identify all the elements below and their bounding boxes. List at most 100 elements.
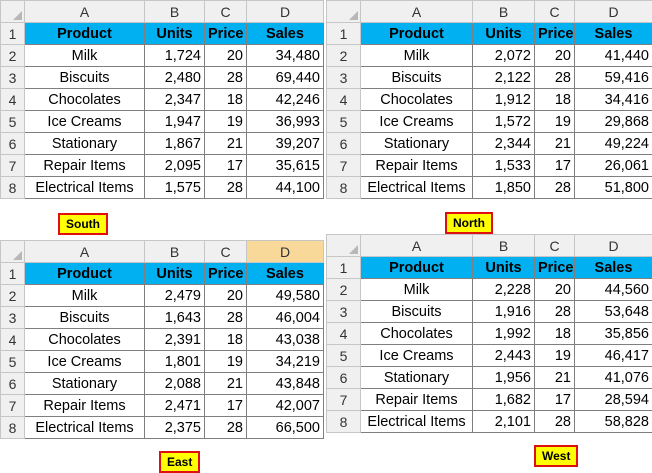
units-cell[interactable]: 1,947 (145, 111, 205, 133)
units-cell[interactable]: 2,391 (145, 329, 205, 351)
sales-cell[interactable]: 42,246 (247, 89, 324, 111)
header-sales[interactable]: Sales (247, 23, 324, 45)
units-cell[interactable]: 2,228 (473, 279, 535, 301)
sales-cell[interactable]: 34,219 (247, 351, 324, 373)
units-cell[interactable]: 1,682 (473, 389, 535, 411)
product-cell[interactable]: Chocolates (361, 89, 473, 111)
price-cell[interactable]: 28 (205, 67, 247, 89)
sales-cell[interactable]: 34,416 (575, 89, 652, 111)
row-header[interactable]: 5 (327, 345, 361, 367)
units-cell[interactable]: 1,724 (145, 45, 205, 67)
sales-cell[interactable]: 58,828 (575, 411, 652, 433)
price-cell[interactable]: 21 (205, 133, 247, 155)
column-header-c[interactable]: C (205, 241, 247, 263)
sales-cell[interactable]: 53,648 (575, 301, 652, 323)
header-sales[interactable]: Sales (247, 263, 324, 285)
sales-cell[interactable]: 34,480 (247, 45, 324, 67)
product-cell[interactable]: Biscuits (361, 301, 473, 323)
units-cell[interactable]: 2,095 (145, 155, 205, 177)
row-header[interactable]: 5 (1, 351, 25, 373)
header-units[interactable]: Units (473, 257, 535, 279)
column-header-b[interactable]: B (145, 241, 205, 263)
sales-cell[interactable]: 41,440 (575, 45, 652, 67)
price-cell[interactable]: 19 (535, 345, 575, 367)
price-cell[interactable]: 17 (205, 155, 247, 177)
price-cell[interactable]: 20 (535, 279, 575, 301)
price-cell[interactable]: 28 (535, 67, 575, 89)
select-all-corner[interactable] (327, 1, 361, 23)
row-header[interactable]: 2 (1, 285, 25, 307)
price-cell[interactable]: 21 (535, 133, 575, 155)
row-header[interactable]: 8 (327, 411, 361, 433)
units-cell[interactable]: 1,801 (145, 351, 205, 373)
units-cell[interactable]: 1,867 (145, 133, 205, 155)
column-header-a[interactable]: A (361, 1, 473, 23)
sales-cell[interactable]: 35,615 (247, 155, 324, 177)
row-header[interactable]: 6 (1, 373, 25, 395)
row-header[interactable]: 7 (327, 389, 361, 411)
price-cell[interactable]: 18 (205, 329, 247, 351)
sales-cell[interactable]: 44,560 (575, 279, 652, 301)
product-cell[interactable]: Chocolates (25, 89, 145, 111)
sales-cell[interactable]: 42,007 (247, 395, 324, 417)
row-header[interactable]: 1 (1, 263, 25, 285)
price-cell[interactable]: 18 (205, 89, 247, 111)
select-all-corner[interactable] (327, 235, 361, 257)
column-header-a[interactable]: A (25, 1, 145, 23)
product-cell[interactable]: Stationary (361, 367, 473, 389)
product-cell[interactable]: Stationary (25, 133, 145, 155)
product-cell[interactable]: Electrical Items (25, 177, 145, 199)
product-cell[interactable]: Repair Items (25, 395, 145, 417)
product-cell[interactable]: Electrical Items (361, 177, 473, 199)
price-cell[interactable]: 18 (535, 323, 575, 345)
row-header[interactable]: 4 (1, 89, 25, 111)
row-header[interactable]: 4 (1, 329, 25, 351)
units-cell[interactable]: 2,347 (145, 89, 205, 111)
price-cell[interactable]: 28 (205, 307, 247, 329)
units-cell[interactable]: 1,643 (145, 307, 205, 329)
row-header[interactable]: 5 (1, 111, 25, 133)
price-cell[interactable]: 28 (535, 411, 575, 433)
row-header[interactable]: 5 (327, 111, 361, 133)
column-header-d[interactable]: D (247, 1, 324, 23)
select-all-corner[interactable] (1, 1, 25, 23)
units-cell[interactable]: 2,344 (473, 133, 535, 155)
header-product[interactable]: Product (361, 23, 473, 45)
column-header-b[interactable]: B (473, 235, 535, 257)
price-cell[interactable]: 20 (205, 285, 247, 307)
row-header[interactable]: 8 (1, 417, 25, 439)
product-cell[interactable]: Stationary (361, 133, 473, 155)
sales-cell[interactable]: 49,224 (575, 133, 652, 155)
row-header[interactable]: 7 (1, 155, 25, 177)
row-header[interactable]: 3 (1, 307, 25, 329)
product-cell[interactable]: Stationary (25, 373, 145, 395)
row-header[interactable]: 1 (1, 23, 25, 45)
price-cell[interactable]: 21 (205, 373, 247, 395)
units-cell[interactable]: 1,916 (473, 301, 535, 323)
price-cell[interactable]: 17 (205, 395, 247, 417)
price-cell[interactable]: 28 (535, 301, 575, 323)
column-header-d[interactable]: D (575, 235, 652, 257)
product-cell[interactable]: Biscuits (25, 307, 145, 329)
header-units[interactable]: Units (473, 23, 535, 45)
product-cell[interactable]: Milk (25, 285, 145, 307)
row-header[interactable]: 6 (327, 133, 361, 155)
row-header[interactable]: 8 (1, 177, 25, 199)
header-product[interactable]: Product (25, 23, 145, 45)
price-cell[interactable]: 19 (205, 111, 247, 133)
price-cell[interactable]: 17 (535, 155, 575, 177)
sales-cell[interactable]: 36,993 (247, 111, 324, 133)
units-cell[interactable]: 2,122 (473, 67, 535, 89)
row-header[interactable]: 6 (1, 133, 25, 155)
header-sales[interactable]: Sales (575, 257, 652, 279)
product-cell[interactable]: Repair Items (361, 389, 473, 411)
row-header[interactable]: 1 (327, 23, 361, 45)
sales-cell[interactable]: 39,207 (247, 133, 324, 155)
header-product[interactable]: Product (361, 257, 473, 279)
units-cell[interactable]: 2,072 (473, 45, 535, 67)
row-header[interactable]: 4 (327, 89, 361, 111)
sales-cell[interactable]: 41,076 (575, 367, 652, 389)
price-cell[interactable]: 28 (205, 177, 247, 199)
sales-cell[interactable]: 35,856 (575, 323, 652, 345)
price-cell[interactable]: 28 (205, 417, 247, 439)
